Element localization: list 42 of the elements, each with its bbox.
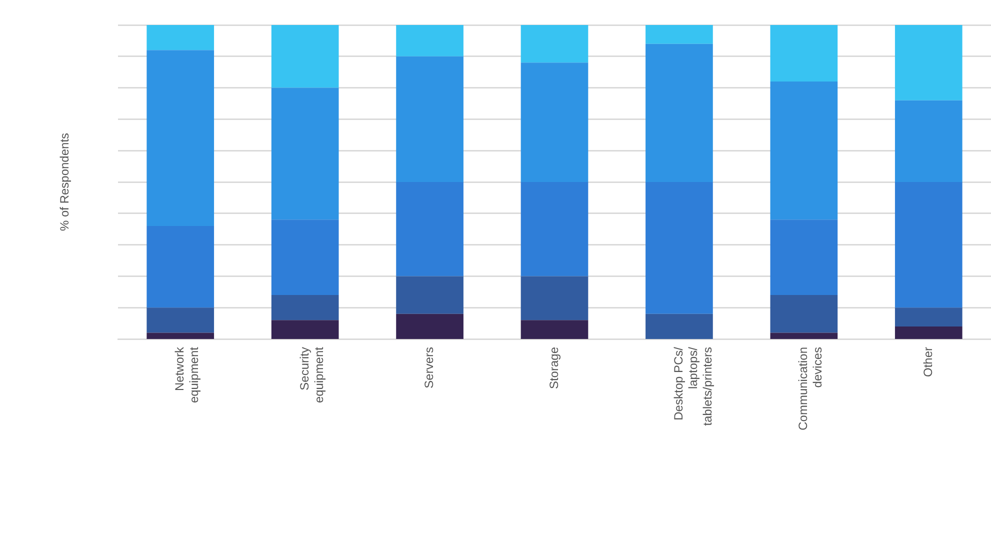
bar (894, 308, 962, 326)
bar (770, 82, 838, 220)
bar (146, 332, 214, 339)
bar (646, 44, 713, 182)
x-tick-label: Network equipment (172, 346, 202, 404)
bar (894, 25, 962, 100)
bar (770, 332, 838, 339)
y-axis-title: % of Respondents (58, 132, 72, 232)
bar (894, 326, 962, 339)
bar (770, 295, 838, 333)
bar (520, 320, 588, 339)
bar (396, 56, 464, 182)
bar (894, 182, 962, 308)
bar (396, 25, 464, 56)
bar (770, 25, 838, 82)
x-tick-label: Communication devices (796, 347, 825, 430)
bar (271, 220, 339, 296)
bar (271, 25, 339, 88)
bar (271, 88, 339, 220)
bar (770, 220, 838, 296)
bar (646, 314, 713, 339)
x-tick-label: Security equipment (297, 346, 326, 404)
x-tick-label: Servers (422, 347, 436, 388)
bar (520, 62, 588, 182)
bar (396, 314, 464, 339)
bar (271, 295, 339, 320)
bar (646, 182, 713, 314)
bar (146, 226, 214, 308)
bar (520, 276, 588, 320)
bar (146, 50, 214, 226)
bar (396, 182, 464, 276)
bar (894, 100, 962, 182)
x-tick-label: Storage (546, 346, 561, 390)
bar (520, 182, 588, 276)
x-tick-label: Other (920, 347, 935, 378)
bar (396, 276, 464, 314)
bar (146, 308, 214, 333)
bar (646, 25, 713, 44)
bar (271, 320, 339, 339)
bar (146, 25, 214, 50)
x-tick-label: Desktop PCs/ laptops/ tablets/printers (672, 346, 714, 426)
bar (520, 25, 588, 63)
